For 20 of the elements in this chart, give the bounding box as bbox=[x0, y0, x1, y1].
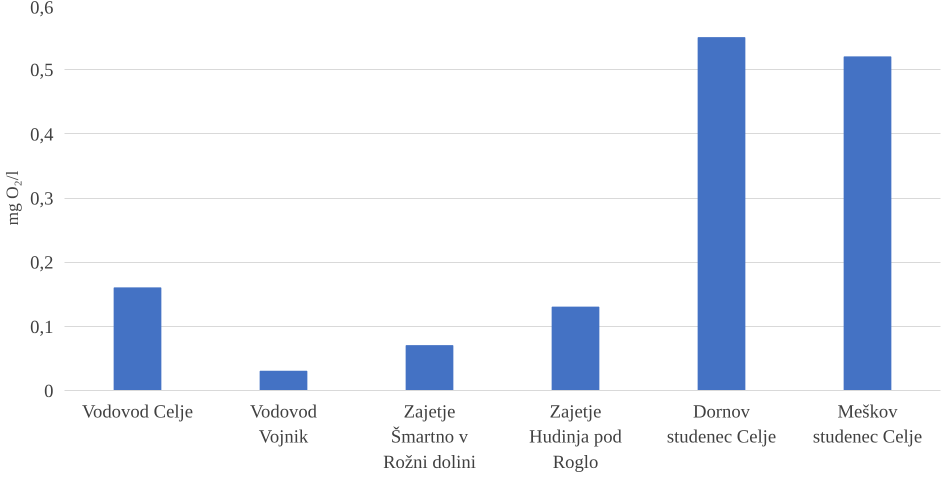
y-tick-label: 0,2 bbox=[30, 252, 54, 274]
bar bbox=[552, 306, 600, 390]
y-tick-label: 0,6 bbox=[30, 0, 54, 18]
y-tick-label: 0,4 bbox=[30, 124, 54, 146]
bar bbox=[844, 56, 892, 390]
x-tick-label: Zajetje Hudinja pod Roglo bbox=[529, 402, 623, 473]
x-tick-label: Vodovod Celje bbox=[82, 402, 194, 422]
x-tick-label: Zajetje Šmartno v Rožni dolini bbox=[383, 402, 476, 473]
x-tick-label: Dornov studenec Celje bbox=[666, 402, 776, 448]
y-tick-label: 0,3 bbox=[30, 188, 54, 210]
y-tick-label: 0,1 bbox=[30, 316, 54, 338]
y-tick-label: 0,5 bbox=[30, 60, 54, 82]
x-tick-label: Meškov studenec Celje bbox=[812, 402, 922, 448]
bar bbox=[260, 370, 308, 390]
y-axis-title: mg O₂/l bbox=[3, 170, 22, 226]
bar bbox=[698, 37, 746, 390]
bar bbox=[114, 287, 162, 390]
x-tick-label: Vodovod Vojnik bbox=[250, 402, 318, 448]
y-tick-label: 0 bbox=[44, 381, 54, 402]
bar bbox=[406, 345, 454, 390]
